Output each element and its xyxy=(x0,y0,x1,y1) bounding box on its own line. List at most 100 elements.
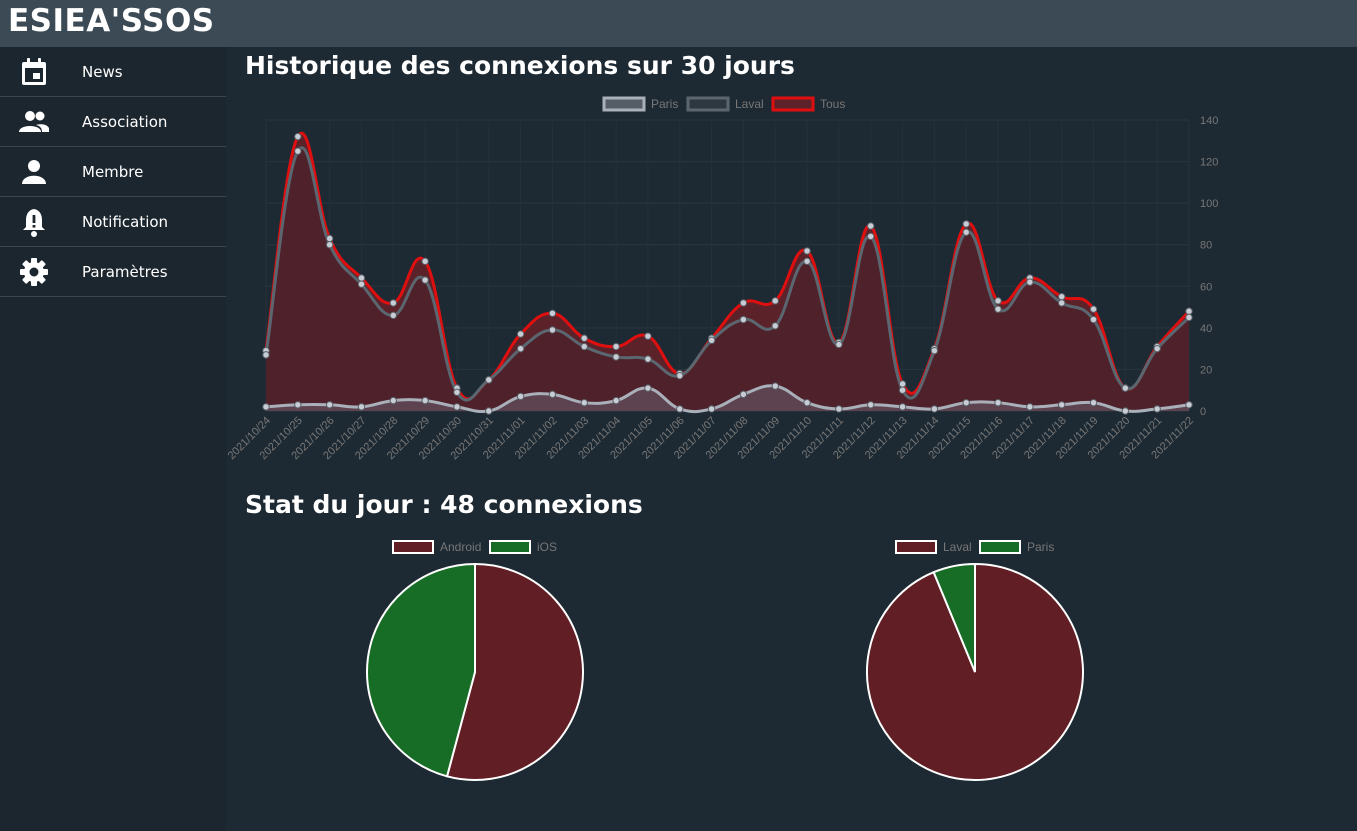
data-point-tous xyxy=(357,274,366,282)
data-point-tous xyxy=(325,234,334,243)
data-point-paris xyxy=(1057,401,1066,409)
data-point-paris xyxy=(516,392,525,401)
y-tick-label: 120 xyxy=(1200,157,1218,169)
data-point-laval xyxy=(835,340,843,349)
data-point-paris xyxy=(357,403,366,411)
data-point-paris xyxy=(294,401,302,409)
pie-slice-paris xyxy=(932,562,976,673)
data-point-laval xyxy=(739,315,748,324)
data-point-tous xyxy=(644,332,652,340)
data-point-tous xyxy=(739,299,748,307)
sidebar-item-notification[interactable]: Notification xyxy=(0,197,226,247)
data-point-laval xyxy=(325,241,334,249)
data-point-laval xyxy=(1057,299,1066,307)
data-point-paris xyxy=(676,405,684,413)
series-area-laval xyxy=(266,147,1189,412)
data-point-tous xyxy=(612,342,620,351)
legend-swatch-paris xyxy=(979,540,1021,554)
data-point-paris xyxy=(962,398,970,407)
data-point-laval xyxy=(1185,313,1193,322)
sidebar-item-association[interactable]: Association xyxy=(0,97,226,147)
data-point-tous xyxy=(898,380,907,388)
data-point-paris xyxy=(580,398,588,407)
y-tick-label: 20 xyxy=(1200,364,1212,376)
bell-alert-icon xyxy=(23,209,45,237)
data-point-laval xyxy=(1121,384,1130,392)
legend-swatch-ios xyxy=(489,540,531,554)
data-point-tous xyxy=(771,297,779,305)
data-point-paris xyxy=(548,390,557,399)
top-bar: ESIEA'SSOS xyxy=(0,0,1357,47)
data-point-paris xyxy=(835,405,843,413)
sidebar-item-label: Membre xyxy=(82,163,144,181)
data-point-paris xyxy=(1121,407,1130,415)
sidebar: News Association Membre Notification xyxy=(0,47,226,831)
data-point-paris xyxy=(771,382,779,390)
data-point-laval xyxy=(1153,344,1161,353)
data-point-paris xyxy=(930,405,939,413)
data-point-paris xyxy=(739,390,748,399)
data-point-paris xyxy=(262,403,270,411)
charts-canvas: 0204060801001201402021/10/242021/10/2520… xyxy=(226,96,1218,781)
legend-label-laval: Laval xyxy=(943,540,972,554)
data-point-tous xyxy=(1057,292,1066,301)
data-point-tous xyxy=(803,247,811,255)
data-point-tous xyxy=(294,132,302,141)
data-point-laval xyxy=(262,351,270,359)
legend-label-android: Android xyxy=(440,540,481,554)
sidebar-item-news[interactable]: News xyxy=(0,47,226,97)
data-point-paris xyxy=(389,396,398,405)
legend-label-paris: Paris xyxy=(1027,540,1054,554)
data-point-laval xyxy=(294,147,302,155)
main-content: Historique des connexions sur 30 jours S… xyxy=(226,47,1357,831)
data-point-tous xyxy=(962,220,970,228)
sidebar-item-membre[interactable]: Membre xyxy=(0,147,226,197)
sidebar-item-parametres[interactable]: Paramètres xyxy=(0,247,226,297)
data-point-paris xyxy=(1026,403,1034,411)
data-point-tous xyxy=(516,330,525,338)
y-tick-label: 40 xyxy=(1200,323,1212,335)
legend-label-laval: Laval xyxy=(735,97,764,111)
data-point-laval xyxy=(580,342,588,351)
data-point-tous xyxy=(1185,307,1193,315)
data-point-laval xyxy=(930,347,939,355)
data-point-laval xyxy=(707,336,716,345)
data-point-paris xyxy=(325,401,334,409)
data-point-laval xyxy=(357,280,366,288)
data-point-paris xyxy=(1153,405,1161,413)
data-point-laval xyxy=(453,388,461,396)
people-icon xyxy=(19,111,49,132)
legend-label-ios: iOS xyxy=(537,540,557,554)
data-point-laval xyxy=(867,232,875,241)
legend-label-tous: Tous xyxy=(820,97,845,111)
legend-swatch-android xyxy=(392,540,434,554)
legend-swatch-laval xyxy=(686,96,730,112)
pie-slice-laval xyxy=(866,562,1084,781)
y-tick-label: 60 xyxy=(1200,281,1212,293)
legend-swatch-paris xyxy=(602,96,646,112)
data-point-laval xyxy=(389,311,398,320)
data-point-paris xyxy=(421,396,429,405)
data-point-paris xyxy=(707,405,716,413)
y-tick-label: 100 xyxy=(1200,198,1218,210)
data-point-paris xyxy=(1089,398,1098,407)
data-point-laval xyxy=(771,322,779,330)
sidebar-item-label: News xyxy=(82,63,123,81)
data-point-laval xyxy=(803,257,811,266)
pie-slice-android xyxy=(445,562,584,781)
sidebar-item-label: Association xyxy=(82,113,168,131)
today-stat-title: Stat du jour : 48 connexions xyxy=(245,490,643,519)
data-point-paris xyxy=(453,403,461,411)
data-point-paris xyxy=(867,401,875,409)
gear-icon xyxy=(20,258,48,286)
history-title: Historique des connexions sur 30 jours xyxy=(245,51,795,80)
person-icon xyxy=(22,160,46,184)
app-title[interactable]: ESIEA'SSOS xyxy=(8,3,215,39)
legend-swatch-laval xyxy=(895,540,937,554)
data-point-tous xyxy=(389,299,398,307)
data-point-paris xyxy=(994,398,1002,407)
y-tick-label: 0 xyxy=(1200,406,1206,418)
data-point-laval xyxy=(898,386,907,394)
data-point-tous xyxy=(421,257,429,266)
data-point-tous xyxy=(580,334,588,342)
